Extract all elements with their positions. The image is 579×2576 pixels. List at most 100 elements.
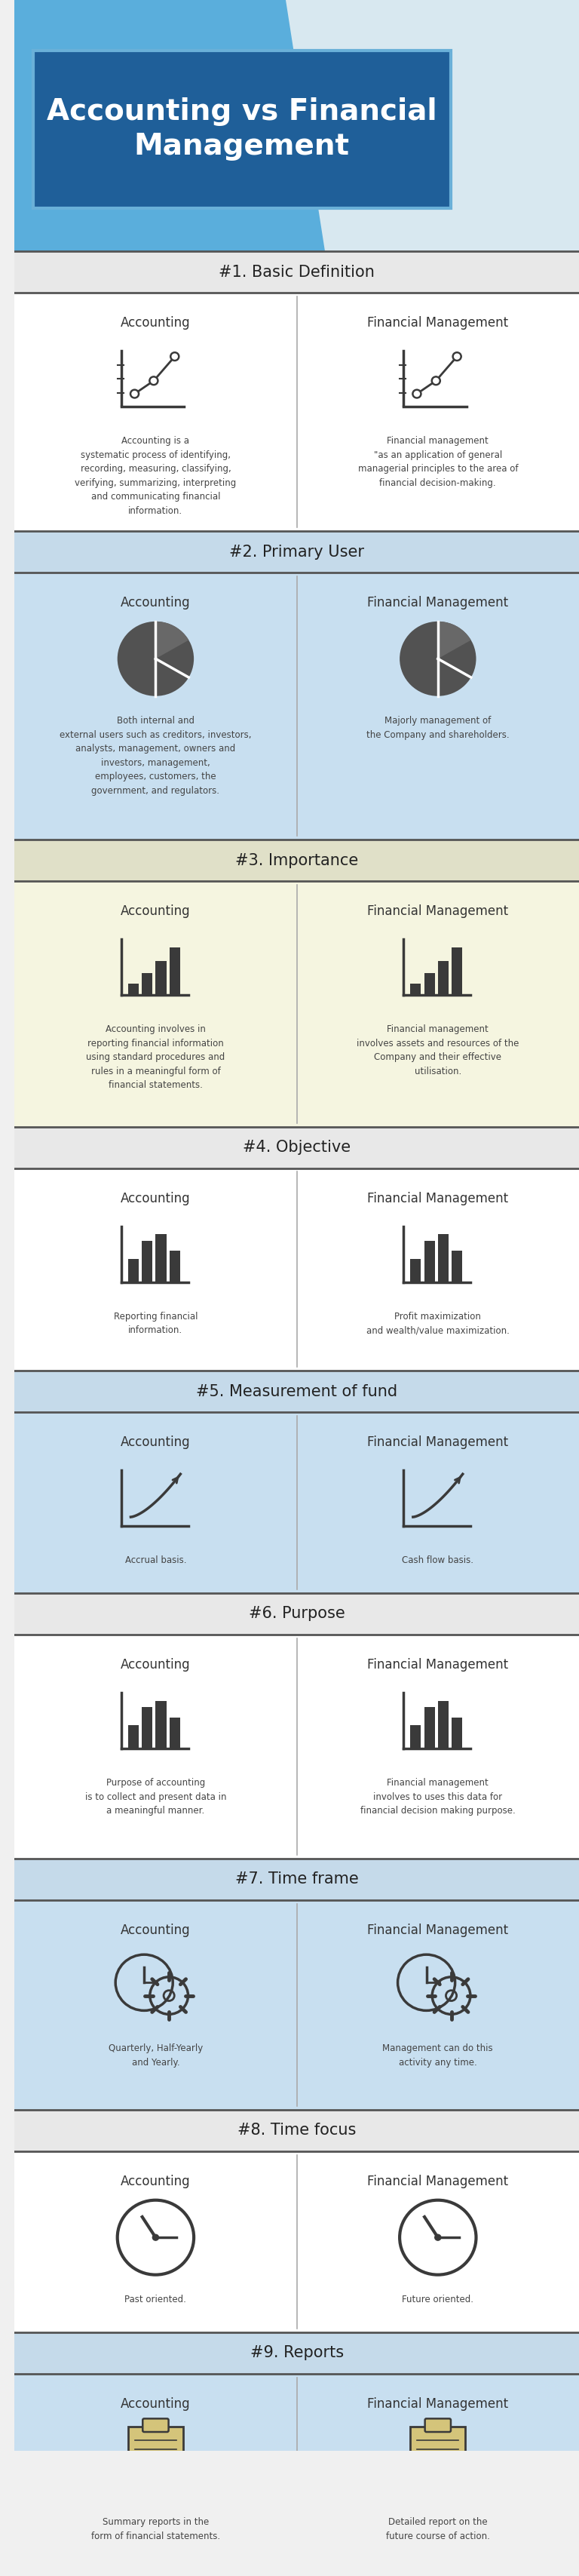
Polygon shape [14, 2375, 579, 2576]
Text: Financial Management: Financial Management [367, 317, 508, 330]
Polygon shape [14, 1592, 579, 1636]
Bar [128, 1726, 139, 1749]
Polygon shape [14, 1857, 579, 1901]
Polygon shape [14, 2151, 579, 2331]
Text: Both internal and
external users such as creditors, investors,
analysts, managem: Both internal and external users such as… [60, 716, 251, 796]
Bar [424, 974, 435, 994]
Polygon shape [14, 1370, 579, 1412]
Text: #2. Primary User: #2. Primary User [229, 544, 364, 559]
Bar [424, 1708, 435, 1749]
Text: Accounting: Accounting [120, 1659, 190, 1672]
Text: Purpose of accounting
is to collect and present data in
a meaningful manner.: Purpose of accounting is to collect and … [85, 1777, 226, 1816]
Polygon shape [14, 1126, 579, 1170]
Circle shape [412, 389, 422, 399]
Text: Accounting vs Financial
Management: Accounting vs Financial Management [47, 98, 437, 160]
Bar [424, 1242, 435, 1283]
Circle shape [132, 392, 137, 397]
Circle shape [151, 379, 156, 384]
Text: #3. Importance: #3. Importance [235, 853, 358, 868]
Circle shape [149, 376, 158, 386]
Polygon shape [285, 0, 579, 250]
Bar [128, 984, 139, 994]
Polygon shape [14, 572, 579, 840]
Text: Accounting: Accounting [120, 317, 190, 330]
Text: Summary reports in the
form of financial statements.: Summary reports in the form of financial… [91, 2517, 220, 2540]
Bar [142, 974, 152, 994]
Polygon shape [14, 2331, 579, 2375]
Text: Detailed report on the
future course of action.: Detailed report on the future course of … [386, 2517, 490, 2540]
Polygon shape [14, 531, 579, 572]
Text: #4. Objective: #4. Objective [243, 1141, 351, 1154]
Bar [170, 1252, 180, 1283]
Text: Future oriented.: Future oriented. [402, 2295, 474, 2306]
FancyBboxPatch shape [128, 2427, 183, 2491]
FancyBboxPatch shape [425, 2419, 451, 2432]
Bar [438, 1234, 449, 1283]
Bar [128, 1260, 139, 1283]
Wedge shape [156, 621, 189, 659]
Text: Financial Management: Financial Management [367, 1924, 508, 1937]
Text: Financial Management: Financial Management [367, 1435, 508, 1450]
Text: Financial management
involves assets and resources of the
Company and their effe: Financial management involves assets and… [357, 1025, 519, 1077]
FancyBboxPatch shape [142, 2419, 168, 2432]
Text: Cash flow basis.: Cash flow basis. [402, 1556, 474, 1566]
Text: Accounting involves in
reporting financial information
using standard procedures: Accounting involves in reporting financi… [86, 1025, 225, 1090]
Polygon shape [14, 840, 579, 881]
Text: Past oriented.: Past oriented. [124, 2295, 186, 2306]
Bar [142, 1242, 152, 1283]
Polygon shape [14, 1412, 579, 1592]
Bar [156, 961, 166, 994]
Circle shape [431, 376, 441, 386]
Text: Accounting: Accounting [120, 904, 190, 917]
Polygon shape [14, 294, 579, 531]
Text: Accrual basis.: Accrual basis. [125, 1556, 186, 1566]
Circle shape [433, 379, 439, 384]
Bar [142, 1708, 152, 1749]
Bar [438, 1700, 449, 1749]
Text: Financial Management: Financial Management [367, 595, 508, 611]
Text: Accounting: Accounting [120, 595, 190, 611]
Text: Financial Management: Financial Management [367, 904, 508, 917]
Wedge shape [118, 621, 194, 696]
FancyBboxPatch shape [411, 2427, 466, 2491]
Text: Financial management
involves to uses this data for
financial decision making pu: Financial management involves to uses th… [360, 1777, 515, 1816]
Polygon shape [33, 49, 450, 209]
Text: Accounting is a
systematic process of identifying,
recording, measuring, classif: Accounting is a systematic process of id… [75, 435, 236, 515]
Circle shape [170, 353, 179, 361]
Circle shape [452, 353, 461, 361]
Polygon shape [14, 1170, 579, 1370]
Bar [452, 948, 463, 994]
Text: Quarterly, Half-Yearly
and Yearly.: Quarterly, Half-Yearly and Yearly. [108, 2043, 203, 2069]
Text: Majorly management of
the Company and shareholders.: Majorly management of the Company and sh… [367, 716, 510, 739]
Text: #8. Time focus: #8. Time focus [237, 2123, 356, 2138]
Polygon shape [14, 250, 579, 294]
Wedge shape [400, 621, 476, 696]
Text: Financial Management: Financial Management [367, 1193, 508, 1206]
Polygon shape [14, 881, 579, 1126]
Text: #6. Purpose: #6. Purpose [248, 1607, 345, 1620]
Bar [156, 1234, 166, 1283]
Text: #1. Basic Definition: #1. Basic Definition [219, 265, 375, 281]
Wedge shape [438, 621, 471, 659]
Text: Accounting: Accounting [120, 2398, 190, 2411]
Polygon shape [14, 1901, 579, 2110]
Bar [170, 1718, 180, 1749]
Text: Accounting: Accounting [120, 2174, 190, 2187]
Bar [411, 1260, 421, 1283]
Circle shape [152, 2233, 159, 2241]
Text: Accounting: Accounting [120, 1193, 190, 1206]
Text: Financial management
"as an application of general
managerial principles to the : Financial management "as an application … [358, 435, 518, 487]
Text: Accounting: Accounting [120, 1435, 190, 1450]
Bar [452, 1252, 463, 1283]
Text: #7. Time frame: #7. Time frame [235, 1873, 358, 1886]
Polygon shape [14, 1636, 579, 1857]
Circle shape [455, 353, 460, 358]
Text: Reporting financial
information.: Reporting financial information. [113, 1311, 197, 1334]
Polygon shape [14, 2110, 579, 2151]
Circle shape [172, 353, 177, 358]
Bar [438, 961, 449, 994]
Text: #9. Reports: #9. Reports [250, 2344, 343, 2360]
Text: Financial Management: Financial Management [367, 2398, 508, 2411]
Circle shape [130, 389, 139, 399]
Text: Profit maximization
and wealth/value maximization.: Profit maximization and wealth/value max… [367, 1311, 510, 1334]
